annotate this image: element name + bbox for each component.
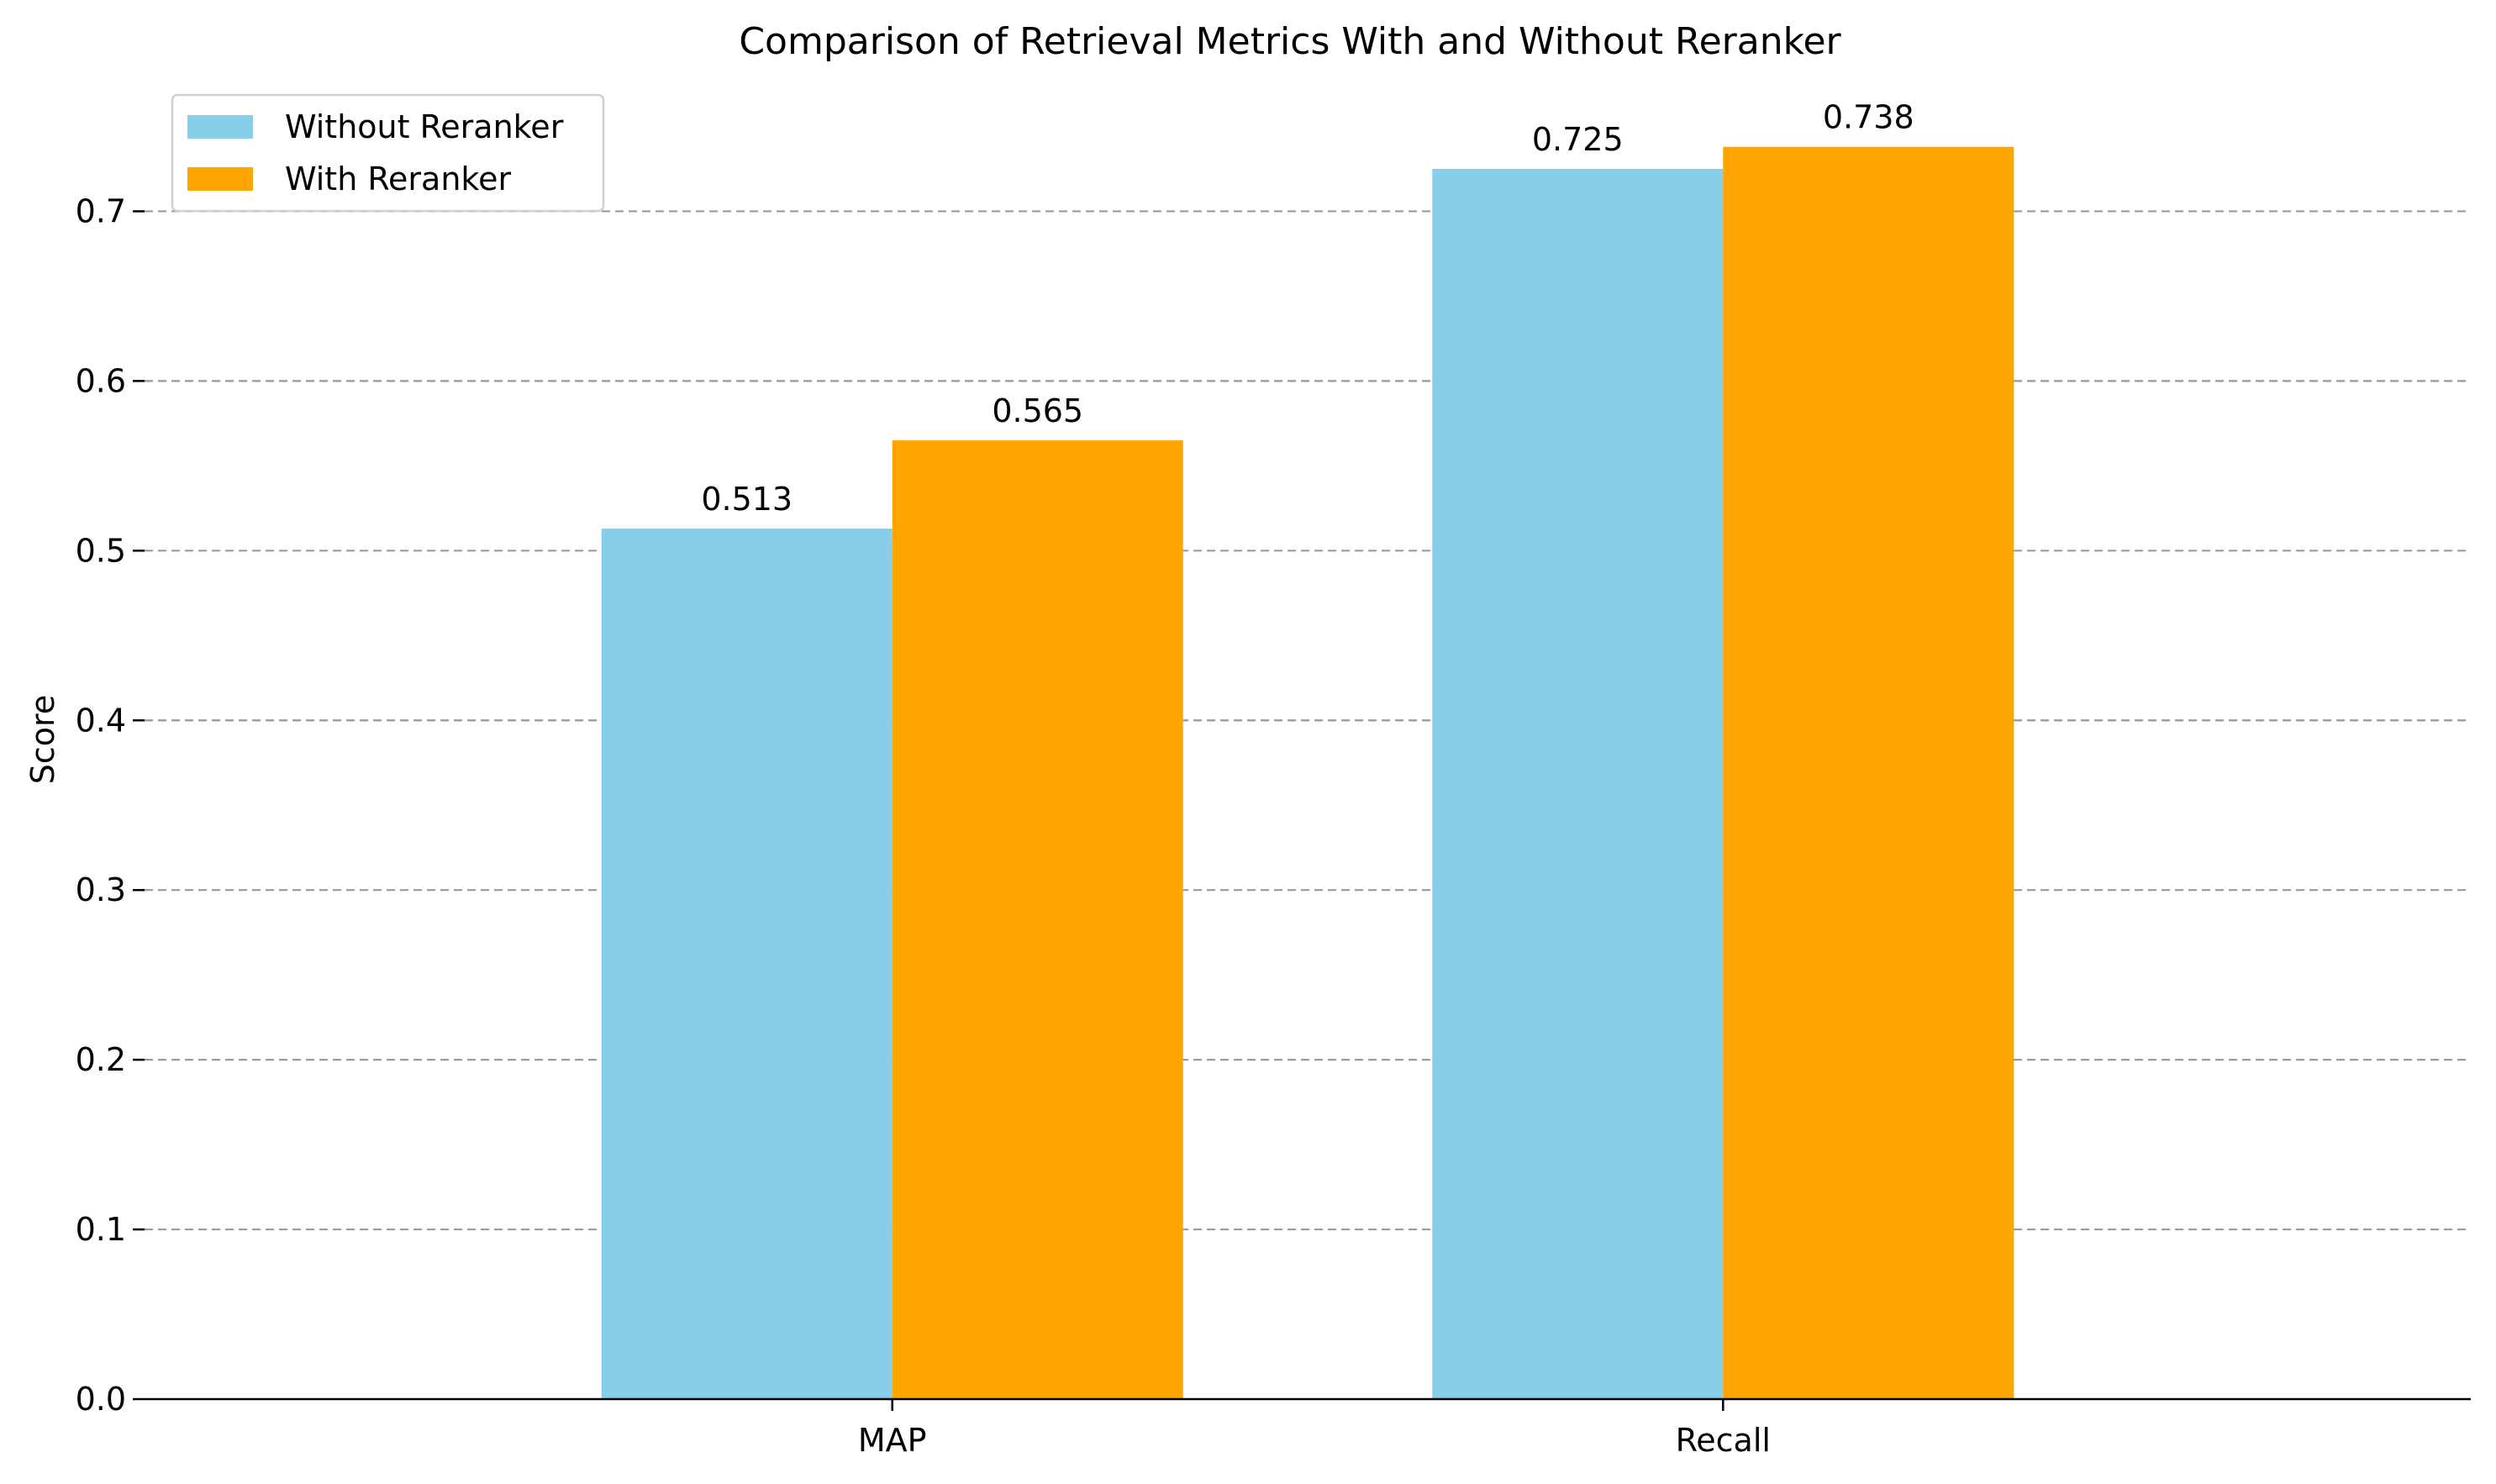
y-tick-label: 0.4 xyxy=(76,702,126,739)
bar-recall-with-reranker xyxy=(1723,146,2014,1400)
bar-map-without-reranker xyxy=(601,529,893,1399)
y-axis-label: Score xyxy=(24,695,61,784)
legend-label: With Reranker xyxy=(285,161,511,197)
x-tick-label: MAP xyxy=(858,1422,927,1459)
y-tick-label: 0.1 xyxy=(76,1211,126,1248)
axes-group: 0.0 0.1 0.2 0.3 0.4 0.5 0.6 0.7 MAP Recall xyxy=(76,192,2471,1459)
y-tick-label: 0.0 xyxy=(76,1381,126,1418)
bar-value-label: 0.725 xyxy=(1532,121,1624,158)
bar-map-with-reranker xyxy=(892,440,1183,1400)
legend-label: Without Reranker xyxy=(285,108,564,145)
bars-group xyxy=(601,146,2014,1400)
legend-frame xyxy=(171,93,605,213)
gridlines xyxy=(145,210,2471,1231)
y-tick-label: 0.7 xyxy=(76,192,126,229)
legend: Without Reranker With Reranker xyxy=(171,93,605,213)
legend-swatch xyxy=(187,115,253,139)
value-labels-group: 0.513 0.565 0.725 0.738 xyxy=(701,99,1914,518)
chart-title: Comparison of Retrieval Metrics With and… xyxy=(739,20,1841,63)
y-tick-label: 0.3 xyxy=(76,871,126,908)
legend-swatch xyxy=(187,167,253,191)
bar-value-label: 0.738 xyxy=(1823,99,1914,136)
bar-value-label: 0.513 xyxy=(701,481,793,518)
y-tick-label: 0.2 xyxy=(76,1041,126,1078)
y-tick-label: 0.5 xyxy=(76,532,126,569)
y-tick-label: 0.6 xyxy=(76,362,126,399)
x-tick-label: Recall xyxy=(1676,1422,1771,1459)
bar-value-label: 0.565 xyxy=(992,392,1083,429)
bar-recall-without-reranker xyxy=(1432,168,1724,1399)
